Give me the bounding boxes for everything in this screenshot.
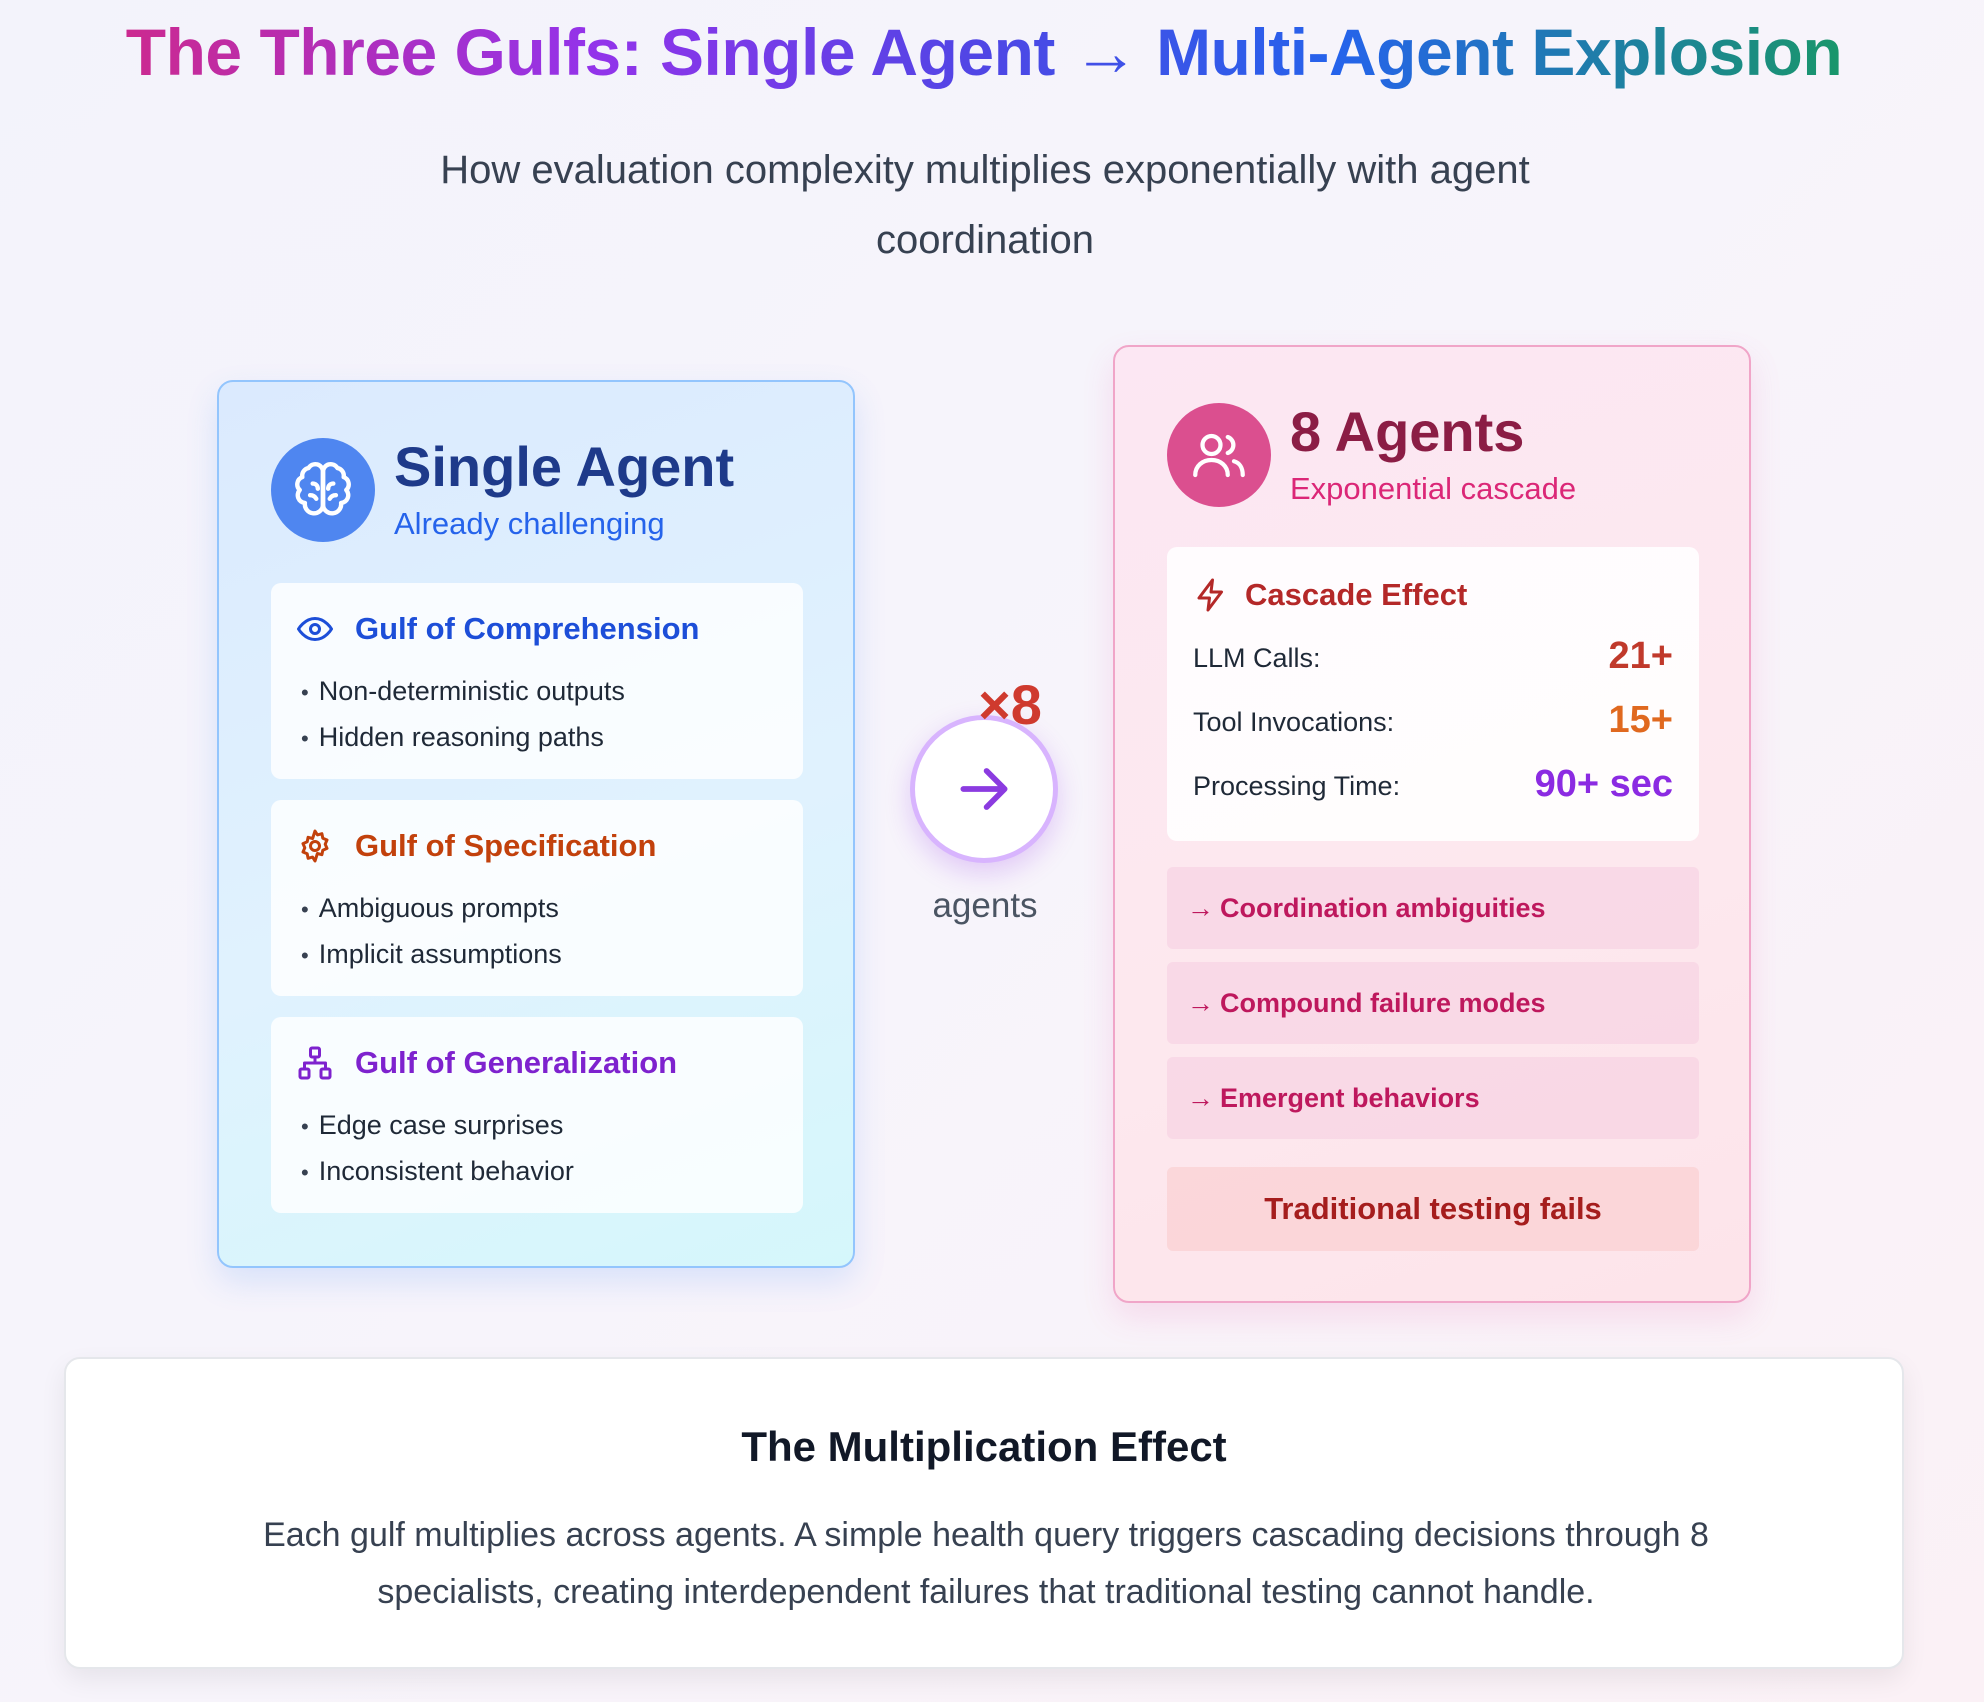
list-item: Ambiguous prompts <box>301 886 562 932</box>
multiplier-label: ×8 <box>978 673 1042 736</box>
network-icon <box>298 1046 332 1080</box>
summary-text: Each gulf multiplies across agents. A si… <box>263 1516 1709 1611</box>
multi-agent-subtitle: Exponential cascade <box>1290 471 1577 506</box>
metric-label: Processing Time: <box>1193 771 1401 801</box>
eye-icon <box>297 617 333 641</box>
metric-processing-time: Processing Time: 90+ sec <box>1193 763 1673 813</box>
metric-value: 21+ <box>1608 635 1673 677</box>
arrow-right-icon: → <box>1187 988 1214 1018</box>
arrow-right-icon: → <box>1187 1083 1214 1113</box>
arrow-connector <box>910 715 1058 863</box>
summary-panel: The Multiplication Effect Each gulf mult… <box>64 1357 1904 1669</box>
metric-value: 15+ <box>1608 699 1673 741</box>
brain-icon <box>271 438 375 542</box>
arrow-right-icon: → <box>1187 893 1214 923</box>
page-subtitle: How evaluation complexity multiplies exp… <box>440 148 1530 262</box>
agents-label: agents <box>932 886 1038 925</box>
list-item: Non-deterministic outputs <box>301 669 625 715</box>
gulf-title: Gulf of Comprehension <box>355 611 700 646</box>
users-icon <box>1167 403 1271 507</box>
effect-item: → Coordination ambiguities <box>1167 867 1699 949</box>
lightning-icon <box>1197 578 1223 612</box>
list-item: Implicit assumptions <box>301 932 562 978</box>
page-title: The Three Gulfs: Single Agent → Multi-Ag… <box>0 14 1968 90</box>
gulf-specification: Gulf of Specification Ambiguous prompts … <box>271 800 803 996</box>
list-item: Hidden reasoning paths <box>301 715 625 761</box>
multi-agent-card: 8 Agents Exponential cascade Cascade Eff… <box>1113 345 1751 1303</box>
gear-icon <box>301 829 329 863</box>
gulf-points: Ambiguous prompts Implicit assumptions <box>301 886 562 978</box>
effect-item: → Compound failure modes <box>1167 962 1699 1044</box>
list-item: Edge case surprises <box>301 1103 574 1149</box>
cascade-title: Cascade Effect <box>1245 577 1468 612</box>
effect-item: → Emergent behaviors <box>1167 1057 1699 1139</box>
single-agent-subtitle: Already challenging <box>394 506 665 541</box>
cascade-effect-panel: Cascade Effect LLM Calls: 21+ Tool Invoc… <box>1167 547 1699 841</box>
metric-value: 90+ sec <box>1534 763 1673 805</box>
summary-title: The Multiplication Effect <box>741 1423 1227 1470</box>
gulf-points: Non-deterministic outputs Hidden reasoni… <box>301 669 625 761</box>
single-agent-title: Single Agent <box>394 435 735 498</box>
metric-label: Tool Invocations: <box>1193 707 1395 737</box>
effect-text: Coordination ambiguities <box>1220 893 1546 923</box>
multi-agent-title: 8 Agents <box>1290 400 1525 463</box>
metric-llm-calls: LLM Calls: 21+ <box>1193 635 1673 685</box>
single-agent-card: Single Agent Already challenging Gulf of… <box>217 380 855 1268</box>
effect-text: Compound failure modes <box>1220 988 1546 1018</box>
effect-text: Emergent behaviors <box>1220 1083 1480 1113</box>
list-item: Inconsistent behavior <box>301 1149 574 1195</box>
gulf-generalization: Gulf of Generalization Edge case surpris… <box>271 1017 803 1213</box>
metric-label: LLM Calls: <box>1193 643 1321 673</box>
metric-tool-invocations: Tool Invocations: 15+ <box>1193 699 1673 749</box>
conclusion-banner: Traditional testing fails <box>1167 1167 1699 1251</box>
gulf-title: Gulf of Specification <box>355 828 657 863</box>
gulf-points: Edge case surprises Inconsistent behavio… <box>301 1103 574 1195</box>
gulf-comprehension: Gulf of Comprehension Non-deterministic … <box>271 583 803 779</box>
gulf-title: Gulf of Generalization <box>355 1045 678 1080</box>
arrow-right-icon <box>960 768 1008 810</box>
